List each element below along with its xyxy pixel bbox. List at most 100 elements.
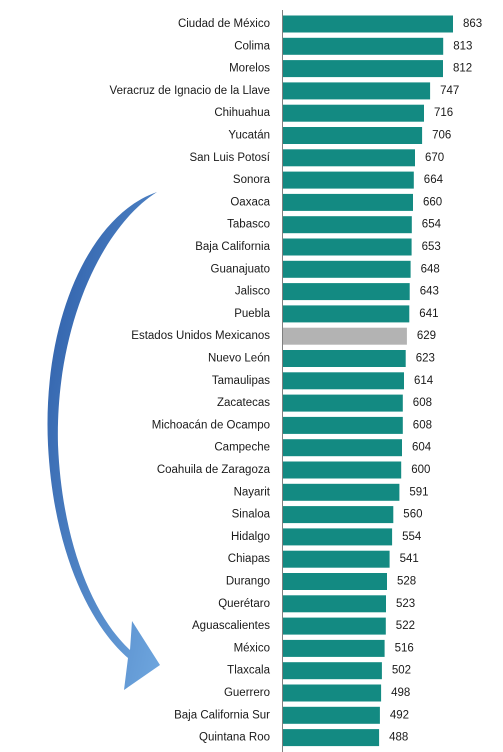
category-label-colima: Colima — [234, 40, 270, 52]
category-label-morelos: Morelos — [229, 63, 270, 75]
bar-chihuahua — [283, 104, 424, 122]
value-label-sonora: 664 — [424, 174, 444, 186]
value-label-nuevo-leon: 623 — [416, 353, 435, 365]
bar-tlaxcala — [283, 662, 382, 680]
bar-coahuila-de-zaragoza — [283, 461, 402, 479]
bar-baja-california — [283, 238, 412, 256]
value-label-zacatecas: 608 — [413, 397, 432, 409]
category-label-jalisco: Jalisco — [235, 286, 270, 298]
bars — [283, 15, 453, 747]
value-label-morelos: 812 — [453, 63, 472, 75]
bar-nuevo-leon — [283, 350, 406, 367]
value-label-chiapas: 541 — [400, 553, 419, 565]
category-label-mexico: México — [234, 642, 270, 654]
bar-durango — [283, 573, 387, 590]
curved-arrow-body — [47, 192, 160, 690]
bar-jalisco — [283, 283, 410, 301]
value-label-puebla: 641 — [419, 308, 438, 320]
category-label-nayarit: Nayarit — [234, 486, 271, 498]
value-label-baja-california-sur: 492 — [390, 709, 409, 721]
category-label-coahuila-de-zaragoza: Coahuila de Zaragoza — [157, 464, 271, 476]
category-label-baja-california-sur: Baja California Sur — [174, 709, 270, 721]
value-label-quintana-roo: 488 — [389, 732, 408, 744]
bar-campeche — [283, 439, 402, 457]
category-label-yucatan: Yucatán — [228, 130, 270, 142]
bar-baja-california-sur — [283, 706, 380, 724]
bar-tabasco — [283, 216, 412, 234]
category-label-baja-california: Baja California — [195, 241, 270, 253]
value-label-hidalgo: 554 — [402, 531, 422, 543]
value-label-colima: 813 — [453, 40, 472, 52]
bar-estados-unidos-mexicanos — [283, 327, 407, 345]
bar-san-luis-potosi — [283, 149, 415, 167]
value-labels: 863 813 812 747 716 706 670 664 660 654 653 648 643 6… — [389, 18, 482, 744]
value-label-michoacan-de-ocampo: 608 — [413, 419, 432, 431]
value-label-san-luis-potosi: 670 — [425, 152, 444, 164]
category-label-queretaro: Querétaro — [218, 598, 270, 610]
bar-yucatan — [283, 127, 423, 144]
bar-zacatecas — [283, 394, 403, 412]
bar-ciudad-de-mexico — [283, 15, 453, 33]
category-label-tamaulipas: Tamaulipas — [212, 375, 270, 387]
value-label-baja-california: 653 — [422, 241, 441, 253]
value-label-tabasco: 654 — [422, 219, 442, 231]
value-label-tamaulipas: 614 — [414, 375, 434, 387]
value-label-sinaloa: 560 — [403, 509, 422, 521]
category-label-chihuahua: Chihuahua — [214, 107, 270, 119]
category-label-ciudad-de-mexico: Ciudad de México — [178, 18, 270, 30]
category-label-tabasco: Tabasco — [227, 219, 270, 231]
category-label-sinaloa: Sinaloa — [232, 509, 271, 521]
bar-aguascalientes — [283, 617, 386, 635]
category-label-zacatecas: Zacatecas — [217, 397, 270, 409]
bar-michoacan-de-ocampo — [283, 416, 403, 434]
value-label-tlaxcala: 502 — [392, 665, 411, 677]
value-label-ciudad-de-mexico: 863 — [463, 18, 482, 30]
value-label-durango: 528 — [397, 576, 416, 588]
category-label-estados-unidos-mexicanos: Estados Unidos Mexicanos — [131, 330, 270, 342]
bar-nayarit — [283, 483, 400, 501]
category-label-puebla: Puebla — [234, 308, 270, 320]
category-label-campeche: Campeche — [214, 442, 270, 454]
bar-sonora — [283, 171, 414, 189]
category-label-aguascalientes: Aguascalientes — [192, 620, 270, 632]
category-label-oaxaca: Oaxaca — [230, 196, 270, 208]
bar-colima — [283, 37, 444, 55]
category-label-guerrero: Guerrero — [224, 687, 270, 699]
category-labels: Ciudad de México Colima Morelos Veracruz de… — [110, 18, 271, 744]
value-label-campeche: 604 — [412, 442, 432, 454]
bar-puebla — [283, 305, 410, 323]
category-label-tlaxcala: Tlaxcala — [227, 665, 270, 677]
bar-quintana-roo — [283, 729, 380, 747]
value-label-mexico: 516 — [395, 642, 414, 654]
category-label-hidalgo: Hidalgo — [231, 531, 270, 543]
value-label-nayarit: 591 — [409, 486, 428, 498]
bar-chiapas — [283, 550, 390, 568]
category-label-san-luis-potosi: San Luis Potosí — [189, 152, 270, 164]
category-label-quintana-roo: Quintana Roo — [199, 732, 270, 744]
value-label-yucatan: 706 — [432, 130, 451, 142]
category-label-chiapas: Chiapas — [228, 553, 270, 565]
bar-mexico — [283, 639, 385, 657]
value-label-queretaro: 523 — [396, 598, 415, 610]
bar-tamaulipas — [283, 372, 404, 390]
bar-queretaro — [283, 595, 386, 613]
bar-oaxaca — [283, 193, 413, 211]
value-label-estados-unidos-mexicanos: 629 — [417, 330, 436, 342]
curved-arrow — [47, 192, 160, 690]
category-label-durango: Durango — [226, 576, 270, 588]
category-label-sonora: Sonora — [233, 174, 271, 186]
value-label-oaxaca: 660 — [423, 196, 442, 208]
category-label-guanajuato: Guanajuato — [211, 263, 270, 275]
value-label-guerrero: 498 — [391, 687, 410, 699]
bar-morelos — [283, 60, 443, 78]
bar-hidalgo — [283, 528, 393, 546]
bar-veracruz-de-ignacio-de-la-llave — [283, 82, 431, 100]
category-label-michoacan-de-ocampo: Michoacán de Ocampo — [152, 419, 270, 431]
value-label-jalisco: 643 — [420, 286, 439, 298]
bar-guerrero — [283, 684, 382, 702]
bar-guanajuato — [283, 260, 411, 278]
bar-sinaloa — [283, 506, 394, 524]
category-label-veracruz-de-ignacio-de-la-llave: Veracruz de Ignacio de la Llave — [110, 85, 270, 97]
value-label-guanajuato: 648 — [421, 263, 440, 275]
